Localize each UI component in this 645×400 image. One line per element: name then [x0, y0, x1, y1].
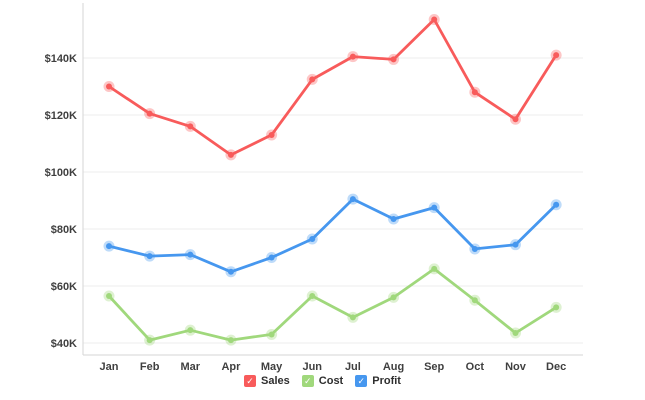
- data-point-profit[interactable]: [512, 241, 519, 248]
- data-point-cost[interactable]: [268, 331, 275, 338]
- data-point-cost[interactable]: [106, 292, 112, 299]
- legend-checkbox-icon: ✓: [301, 375, 314, 387]
- data-point-profit[interactable]: [349, 196, 356, 203]
- chart-legend: ✓ Sales ✓ Cost ✓ Profit: [0, 375, 645, 387]
- data-point-sales[interactable]: [187, 123, 194, 130]
- data-point-cost[interactable]: [431, 265, 438, 272]
- x-axis-tick-label: Aug: [383, 361, 404, 373]
- data-point-profit[interactable]: [309, 235, 316, 242]
- data-point-cost[interactable]: [553, 304, 560, 311]
- x-axis-tick-label: May: [261, 361, 283, 373]
- legend-checkbox-icon: ✓: [355, 375, 368, 387]
- data-point-profit[interactable]: [471, 245, 478, 252]
- data-point-sales[interactable]: [471, 89, 478, 96]
- data-point-profit[interactable]: [106, 243, 112, 250]
- x-axis-tick-label: Nov: [505, 361, 527, 373]
- legend-checkbox-icon: ✓: [244, 375, 257, 387]
- data-point-sales[interactable]: [390, 56, 397, 63]
- data-point-cost[interactable]: [471, 297, 478, 304]
- x-axis-tick-label: Dec: [546, 361, 566, 373]
- y-axis-tick-label: $100K: [45, 167, 77, 179]
- data-point-cost[interactable]: [349, 314, 356, 321]
- x-axis-tick-label: Jun: [302, 361, 322, 373]
- data-point-profit[interactable]: [431, 204, 438, 211]
- data-point-cost[interactable]: [227, 337, 234, 344]
- data-point-sales[interactable]: [106, 83, 112, 90]
- data-point-profit[interactable]: [268, 254, 275, 261]
- data-point-sales[interactable]: [309, 76, 316, 83]
- data-point-profit[interactable]: [553, 201, 560, 208]
- y-axis-tick-label: $80K: [51, 224, 77, 236]
- data-point-profit[interactable]: [227, 268, 234, 275]
- data-point-cost[interactable]: [146, 337, 153, 344]
- x-axis-tick-label: Apr: [221, 361, 241, 373]
- x-axis-tick-label: Oct: [466, 361, 485, 373]
- x-axis-tick-label: Jul: [345, 361, 361, 373]
- x-axis-tick-label: Sep: [424, 361, 444, 373]
- data-point-sales[interactable]: [146, 110, 153, 117]
- legend-item-profit[interactable]: ✓ Profit: [355, 375, 401, 387]
- data-point-profit[interactable]: [390, 216, 397, 223]
- y-axis-tick-label: $60K: [51, 281, 77, 293]
- series-line-profit: [107, 197, 558, 274]
- data-point-profit[interactable]: [187, 251, 194, 258]
- data-point-sales[interactable]: [553, 52, 560, 59]
- data-point-cost[interactable]: [512, 330, 519, 337]
- legend-label: Profit: [372, 375, 401, 387]
- data-point-sales[interactable]: [512, 116, 519, 123]
- data-point-cost[interactable]: [309, 292, 316, 299]
- y-axis-tick-label: $120K: [45, 110, 77, 122]
- data-point-sales[interactable]: [268, 131, 275, 138]
- x-axis-tick-label: Mar: [181, 361, 201, 373]
- x-axis-tick-label: Jan: [100, 361, 119, 373]
- data-point-sales[interactable]: [227, 151, 234, 158]
- data-point-profit[interactable]: [146, 253, 153, 260]
- data-point-sales[interactable]: [431, 16, 438, 23]
- legend-item-sales[interactable]: ✓ Sales: [244, 375, 290, 387]
- legend-label: Cost: [318, 375, 344, 387]
- series-line-cost: [107, 267, 558, 342]
- y-axis-tick-label: $140K: [45, 53, 77, 65]
- series-line-sales: [107, 18, 558, 157]
- data-point-cost[interactable]: [390, 294, 397, 301]
- y-axis-tick-label: $40K: [51, 338, 77, 350]
- legend-item-cost[interactable]: ✓ Cost: [301, 375, 344, 387]
- data-point-cost[interactable]: [187, 327, 194, 334]
- legend-label: Sales: [261, 375, 290, 387]
- x-axis-tick-label: Feb: [140, 361, 160, 373]
- data-point-sales[interactable]: [349, 53, 356, 60]
